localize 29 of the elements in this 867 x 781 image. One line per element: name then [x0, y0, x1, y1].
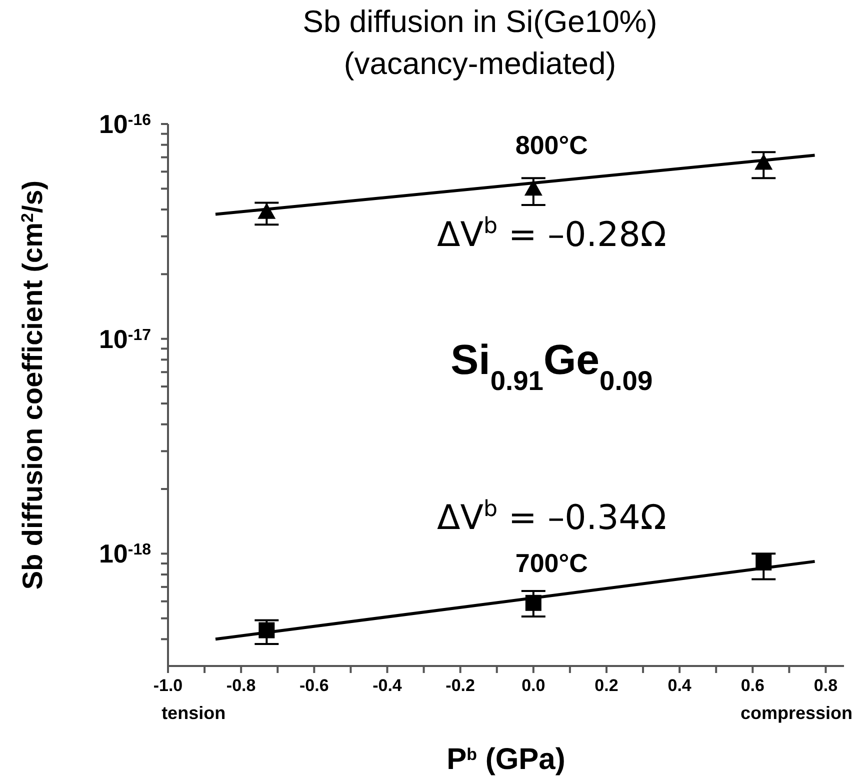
x-tick-label: -0.8 — [226, 676, 256, 695]
x-axis-title: P$^{b}$ (GPa) — [446, 743, 566, 776]
x-tick-label: -1.0 — [153, 676, 183, 695]
x-tick-label: -0.6 — [300, 676, 329, 695]
point — [258, 622, 275, 638]
y-tick-label: 10$^{-17}$ — [98, 324, 152, 354]
y-tick-label: 10$^{-18}$ — [98, 538, 152, 569]
point — [258, 202, 276, 219]
annotation: 700°C — [515, 548, 588, 578]
annotation: Si$_{0.91}$Ge$_{0.09}$ — [450, 336, 653, 396]
x-tick-label: 0.2 — [594, 676, 618, 695]
point — [754, 154, 773, 170]
point — [524, 180, 542, 196]
chart-title: Sb diffusion in Si(Ge10%) — [302, 4, 658, 39]
y-tick-label: 10$^{-16}$ — [98, 109, 152, 139]
annotation: ΔV$^{b}$ = –0.28Ω — [436, 213, 666, 255]
x-tick-label: -0.2 — [446, 676, 475, 695]
annotation: 800°C — [515, 130, 588, 160]
text: tension — [162, 703, 226, 723]
annotation: ΔV$^{b}$ = –0.34Ω — [436, 496, 666, 538]
chart-subtitle: (vacancy-mediated) — [344, 46, 616, 81]
x-tick-label: -0.4 — [372, 676, 402, 695]
x-tick-label: 0.6 — [740, 676, 764, 695]
point — [756, 554, 772, 570]
text: compression — [740, 703, 853, 723]
x-tick-label: 0.8 — [814, 676, 838, 695]
point — [525, 594, 542, 611]
x-tick-label: 0.4 — [668, 676, 692, 695]
x-tick-label: 0.0 — [522, 676, 546, 695]
